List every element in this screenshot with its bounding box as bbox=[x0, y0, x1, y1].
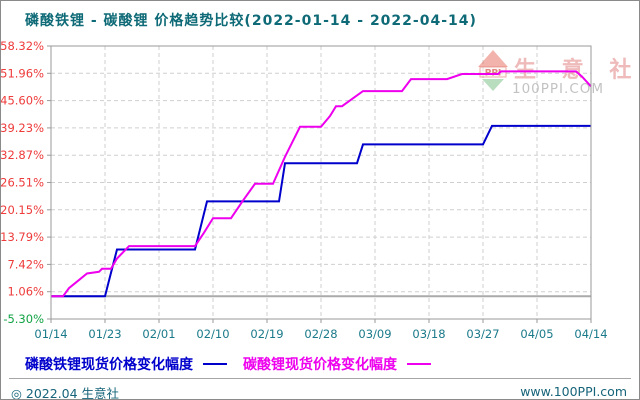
y-tick-label: 32.87% bbox=[1, 148, 44, 162]
x-tick-label: 01/23 bbox=[88, 327, 121, 341]
carbonate-line-swatch bbox=[407, 363, 431, 365]
x-tick-label: 03/09 bbox=[358, 327, 391, 341]
x-tick-label: 02/19 bbox=[250, 327, 283, 341]
page-title: 磷酸铁锂 - 碳酸锂 价格趋势比较(2022-01-14 - 2022-04-1… bbox=[25, 13, 477, 29]
chart-legend: 磷酸铁锂现货价格变化幅度 碳酸锂现货价格变化幅度 bbox=[25, 354, 447, 374]
x-tick-label: 02/01 bbox=[142, 327, 175, 341]
x-tick-label: 04/14 bbox=[574, 327, 607, 341]
y-tick-label: 26.51% bbox=[1, 176, 44, 190]
y-tick-label: 58.32% bbox=[1, 39, 44, 53]
copyright-text: ◎ 2022.04 生意社 bbox=[11, 386, 120, 400]
x-tick-label: 04/05 bbox=[520, 327, 553, 341]
watermark-site-name: 生 意 社 bbox=[514, 57, 640, 83]
y-tick-label: 20.15% bbox=[1, 203, 44, 217]
watermark-logo-roof bbox=[478, 50, 508, 67]
y-tick-label: 13.79% bbox=[1, 230, 44, 244]
lfp-line-swatch bbox=[203, 363, 227, 365]
website-link[interactable]: www.100PPI.com bbox=[520, 384, 627, 399]
y-tick-label: 51.96% bbox=[1, 66, 44, 80]
x-tick-label: 01/14 bbox=[34, 327, 67, 341]
legend-item-carbonate: 碳酸锂现货价格变化幅度 bbox=[243, 354, 431, 374]
watermark-site-url: 100PPI.COM bbox=[512, 81, 604, 97]
legend-label-lfp: 磷酸铁锂现货价格变化幅度 bbox=[25, 357, 193, 373]
lithium-carbonate-price-line bbox=[51, 70, 592, 298]
x-tick-label: 02/28 bbox=[304, 327, 337, 341]
legend-item-lfp: 磷酸铁锂现货价格变化幅度 bbox=[25, 354, 227, 374]
y-tick-label: 7.42% bbox=[7, 257, 44, 271]
footer-divider bbox=[9, 378, 631, 379]
x-tick-label: 03/18 bbox=[412, 327, 445, 341]
y-tick-label: 45.60% bbox=[1, 94, 44, 108]
plot-border bbox=[50, 45, 592, 320]
watermark-logo-base bbox=[482, 79, 504, 91]
x-tick-label: 02/10 bbox=[196, 327, 229, 341]
y-tick-label: 1.06% bbox=[7, 285, 44, 299]
y-tick-label: -5.30% bbox=[3, 312, 44, 326]
x-tick-label: 03/27 bbox=[466, 327, 499, 341]
y-tick-label: 39.23% bbox=[1, 121, 44, 135]
legend-label-carbonate: 碳酸锂现货价格变化幅度 bbox=[243, 357, 397, 373]
